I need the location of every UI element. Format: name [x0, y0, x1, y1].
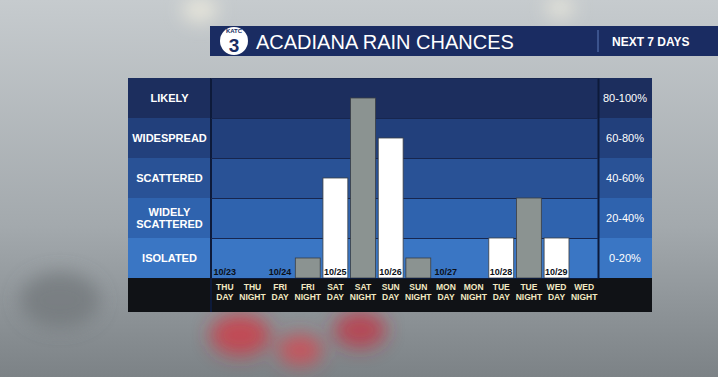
date-labels: 10/23 10/24 10/25 10/26 10/27 10/28 10/29: [213, 267, 567, 277]
x-tick-label: SUNDAY: [382, 282, 400, 302]
bar: [378, 138, 403, 278]
light: [182, 0, 218, 23]
band-label: LIKELY: [150, 92, 189, 104]
grid-line: [211, 118, 598, 119]
x-tick-label: SATDAY: [327, 282, 345, 302]
light: [278, 335, 322, 366]
x-tick-label: MONDAY: [436, 282, 456, 302]
light: [210, 314, 270, 356]
x-tick: MONNIGHT: [460, 282, 487, 302]
logo-badge: [220, 27, 248, 55]
bar: [212, 278, 237, 279]
grid-line: [211, 158, 598, 159]
bar: [516, 198, 541, 278]
x-tick: SUNDAY: [382, 282, 400, 302]
x-tick-label: THUDAY: [216, 282, 234, 302]
x-tick: FRIDAY: [272, 282, 289, 302]
logo-text: KATC: [226, 28, 243, 34]
column-divider: [210, 78, 212, 312]
x-tick-label: SATNIGHT: [350, 282, 377, 302]
x-tick: SUNNIGHT: [405, 282, 432, 302]
y-axis: [211, 79, 599, 279]
subtitle: NEXT 7 DAYS: [612, 35, 690, 49]
bar: [351, 98, 376, 278]
y-tick: [211, 158, 598, 159]
band: [128, 78, 652, 118]
bar: [295, 258, 320, 278]
x-tick: MONDAY: [436, 282, 456, 302]
x-tick: TUENIGHT: [516, 282, 543, 302]
band-label: WIDELYSCATTERED: [136, 206, 202, 230]
bar: [323, 178, 348, 278]
x-tick: WEDNIGHT: [571, 282, 598, 302]
grid-line: [211, 278, 598, 279]
y-tick: [211, 118, 598, 119]
date-label: 10/24: [269, 267, 292, 277]
light: [20, 272, 100, 328]
x-axis-line: [212, 278, 599, 279]
logo-number: 3: [229, 35, 240, 56]
date-label: 10/25: [324, 267, 347, 277]
bars: [295, 98, 569, 278]
date-label: 10/28: [490, 267, 513, 277]
y-tick: [211, 78, 598, 79]
bar: [268, 278, 293, 279]
range-label: 0-20%: [609, 252, 641, 264]
bar: [406, 258, 431, 278]
y-axis-line: [598, 79, 600, 279]
x-tick: SATNIGHT: [350, 282, 377, 302]
date-label: 10/23: [213, 267, 236, 277]
x-tick-label: SUNNIGHT: [405, 282, 432, 302]
range-label: 80-100%: [603, 92, 647, 104]
bar: [461, 278, 486, 279]
bar: [434, 278, 459, 279]
label-strip: [128, 278, 652, 312]
x-tick-label: WEDNIGHT: [571, 282, 598, 302]
band-label: WIDESPREAD: [132, 132, 207, 144]
title: ACADIANA RAIN CHANCES: [256, 31, 514, 53]
x-tick-label: TUEDAY: [493, 282, 510, 302]
bar: [489, 238, 514, 278]
x-tick-label: WEDDAY: [547, 282, 567, 302]
y-tick: [211, 278, 598, 279]
band-label: ISOLATED: [142, 252, 197, 264]
x-tick-label: TUENIGHT: [516, 282, 543, 302]
x-tick: THUNIGHT: [239, 282, 266, 302]
x-tick-label: FRIDAY: [272, 282, 289, 302]
grid-line: [211, 78, 598, 79]
date-label: 10/27: [435, 267, 458, 277]
x-tick: FRINIGHT: [295, 282, 322, 302]
x-tick: THUDAY: [216, 282, 234, 302]
x-tick: SATDAY: [327, 282, 345, 302]
header-divider: [598, 30, 599, 52]
range-label: 60-80%: [606, 132, 644, 144]
bar: [572, 278, 597, 279]
background: [0, 0, 718, 377]
chart: KATC3 ACADIANA RAIN CHANCES NEXT 7 DAYS LIK…: [0, 0, 718, 377]
x-tick-label: FRINIGHT: [295, 282, 322, 302]
header-bar: [210, 26, 718, 56]
date-label: 10/29: [545, 267, 568, 277]
light: [546, 0, 574, 18]
header: KATC3 ACADIANA RAIN CHANCES NEXT 7 DAYS: [210, 26, 718, 56]
x-axis: THUDAY THUNIGHT FRIDAY FRINIGHT SATDAY SATNIG…: [212, 279, 599, 302]
date-label: 10/26: [379, 267, 402, 277]
range-label: 40-60%: [606, 172, 644, 184]
bar: [240, 278, 265, 279]
bands: [128, 78, 652, 278]
x-tick-label: THUNIGHT: [239, 282, 266, 302]
range-label: 20-40%: [606, 212, 644, 224]
x-tick: TUEDAY: [493, 282, 510, 302]
light: [334, 312, 386, 348]
x-tick-label: MONNIGHT: [460, 282, 487, 302]
x-tick: WEDDAY: [547, 282, 567, 302]
band-label: SCATTERED: [136, 172, 202, 184]
bar: [544, 238, 569, 278]
